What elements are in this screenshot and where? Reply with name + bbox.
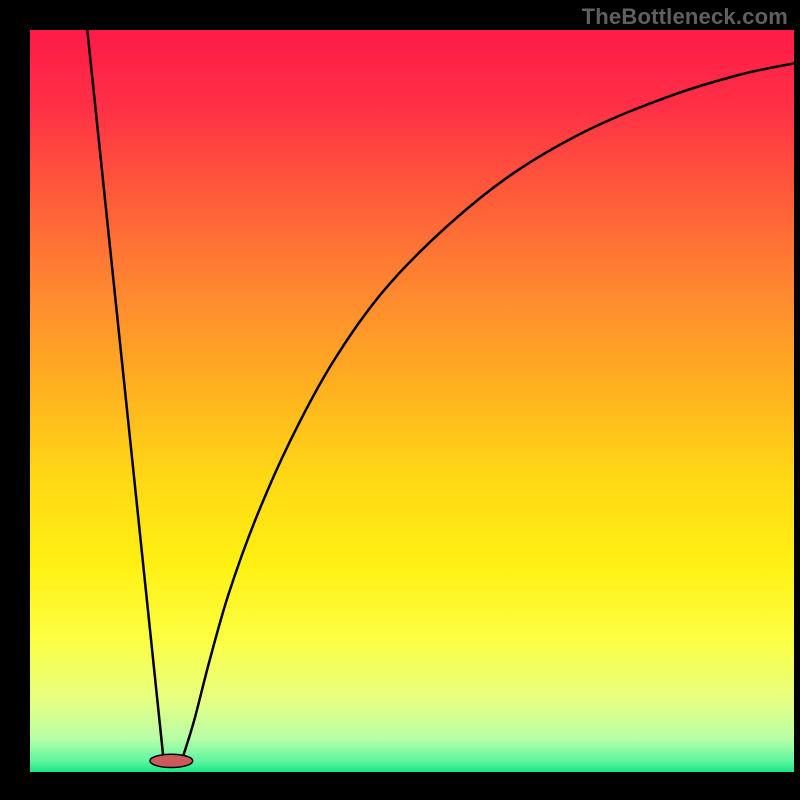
- vertex-marker: [150, 754, 193, 767]
- bottleneck-chart-svg: [0, 0, 800, 800]
- watermark-text: TheBottleneck.com: [582, 4, 788, 30]
- chart-container: TheBottleneck.com: [0, 0, 800, 800]
- chart-background-rect: [30, 30, 794, 772]
